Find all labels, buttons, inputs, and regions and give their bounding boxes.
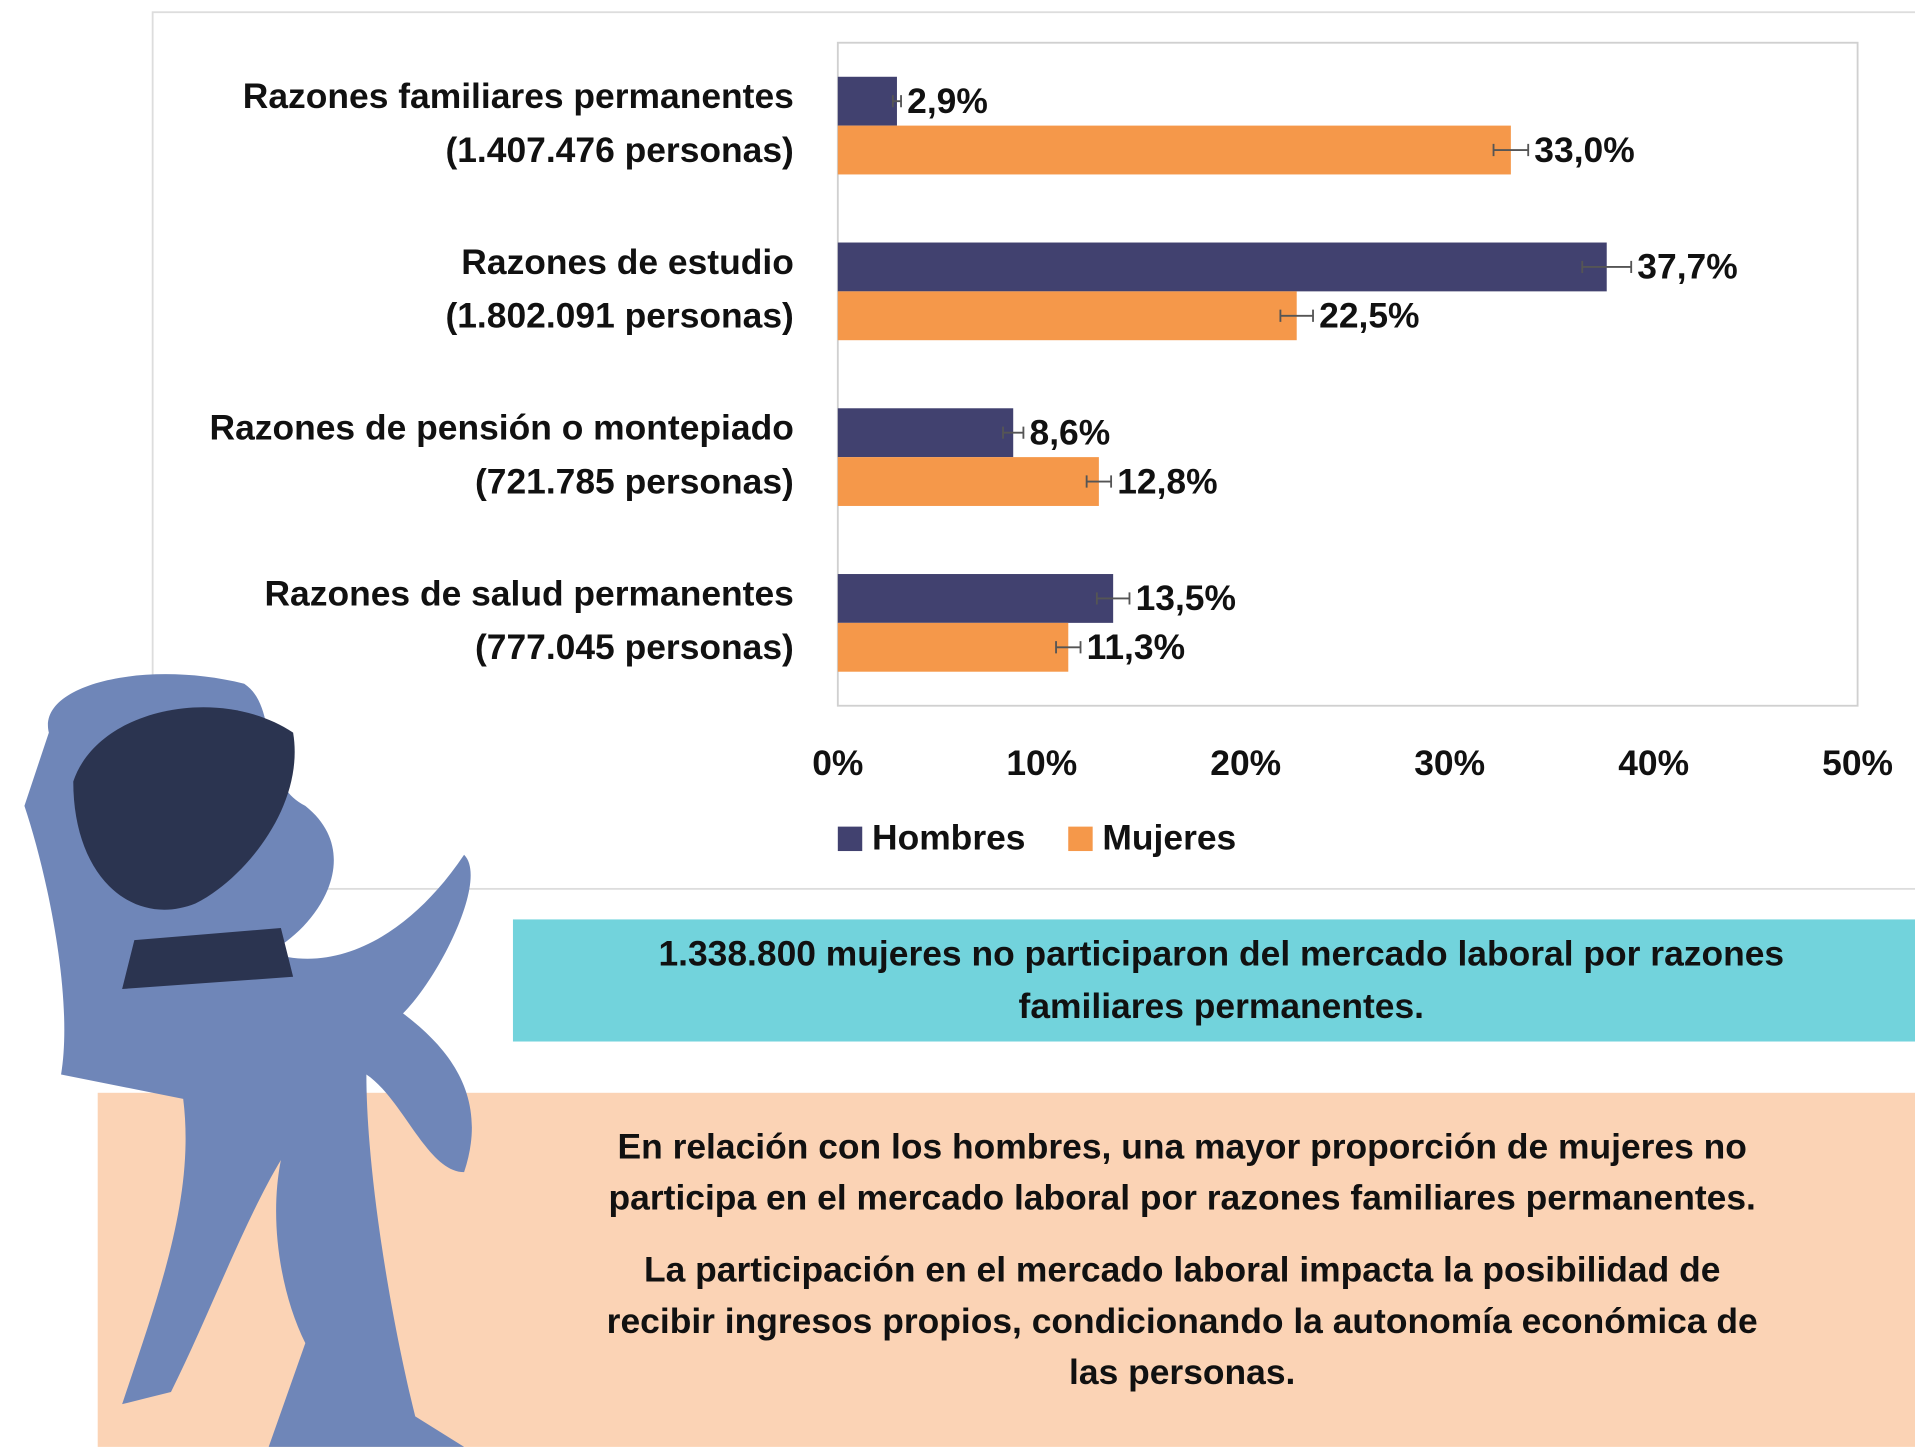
error-bar: [1002, 426, 1025, 439]
category-label: (777.045 personas): [475, 627, 794, 667]
note-text: recibir ingresos propios, condicionando …: [607, 1301, 1758, 1341]
note-text: En relación con los hombres, una mayor p…: [617, 1126, 1746, 1166]
error-bar: [1055, 641, 1082, 654]
bar: [837, 76, 897, 126]
legend-swatch: [1068, 826, 1093, 852]
bar: [837, 457, 1099, 506]
x-tick-label: 40%: [1618, 743, 1689, 783]
bar: [837, 291, 1297, 341]
value-label: 37,7%: [1637, 247, 1737, 287]
note-text: las personas.: [1069, 1352, 1295, 1392]
note-text: participa en el mercado laboral por razo…: [609, 1178, 1756, 1218]
bar: [837, 622, 1069, 672]
category-label: Razones de pensión o montepiado: [210, 408, 794, 448]
error-bar: [1581, 260, 1633, 274]
value-label: 8,6%: [1030, 412, 1111, 452]
category-label: (1.802.091 personas): [445, 296, 793, 336]
x-tick-label: 50%: [1822, 743, 1893, 783]
x-tick-label: 30%: [1414, 743, 1485, 783]
error-bar: [891, 95, 902, 108]
bar: [837, 242, 1607, 292]
category-label: Razones familiares permanentes: [243, 76, 794, 116]
bar: [837, 408, 1014, 458]
category-label: (1.407.476 personas): [445, 130, 793, 170]
value-label: 22,5%: [1319, 296, 1419, 336]
error-bar: [1085, 475, 1113, 488]
note-text: 1.338.800 mujeres no participaron del me…: [658, 933, 1784, 973]
note-box: [512, 919, 1915, 1042]
value-label: 2,9%: [907, 81, 988, 121]
error-bar: [1279, 309, 1314, 322]
value-label: 12,8%: [1117, 461, 1217, 501]
note-text: familiares permanentes.: [1019, 986, 1424, 1026]
bar: [837, 125, 1511, 175]
legend-label: Hombres: [872, 817, 1025, 857]
x-tick-label: 10%: [1006, 743, 1077, 783]
error-bar: [1095, 592, 1131, 605]
bar: [837, 574, 1114, 623]
value-label: 33,0%: [1534, 130, 1634, 170]
category-label: Razones de estudio: [461, 242, 794, 282]
legend-label: Mujeres: [1102, 817, 1236, 857]
x-tick-label: 20%: [1210, 743, 1281, 783]
illustration: [24, 674, 472, 1447]
category-label: (721.785 personas): [475, 461, 794, 501]
note-text: La participación en el mercado laboral i…: [644, 1250, 1720, 1290]
legend-swatch: [837, 826, 863, 852]
category-label: Razones de salud permanentes: [264, 573, 793, 613]
plot-area: [836, 41, 1859, 707]
x-tick-label: 0%: [812, 743, 863, 783]
value-label: 11,3%: [1087, 627, 1185, 667]
value-label: 13,5%: [1136, 578, 1236, 618]
error-bar: [1492, 143, 1530, 157]
